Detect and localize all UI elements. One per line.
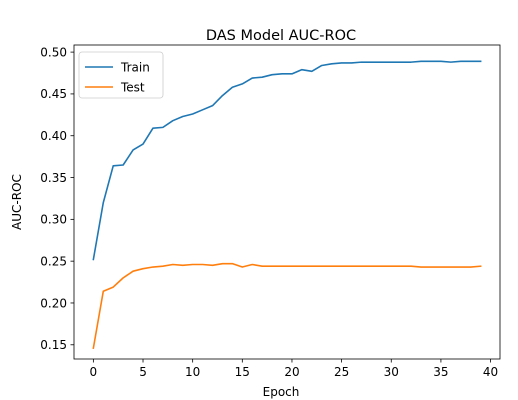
series-line-test bbox=[92, 262, 482, 350]
x-axis-label: Epoch bbox=[263, 385, 300, 399]
y-tick-label: 0.15 bbox=[40, 338, 67, 352]
y-tick-label: 0.50 bbox=[40, 45, 67, 59]
legend-label-train: Train bbox=[120, 60, 150, 74]
x-tick-label: 25 bbox=[334, 365, 349, 379]
y-tick-label: 0.30 bbox=[40, 213, 67, 227]
plot-frame bbox=[73, 44, 501, 360]
y-tick-label: 0.35 bbox=[40, 171, 67, 185]
x-tick-label: 35 bbox=[433, 365, 448, 379]
y-axis-label: AUC-ROC bbox=[10, 174, 24, 230]
y-tick-label: 0.40 bbox=[40, 129, 67, 143]
x-tick-label: 40 bbox=[483, 365, 498, 379]
legend-label-test: Test bbox=[120, 80, 145, 94]
chart-title: DAS Model AUC-ROC bbox=[206, 28, 356, 44]
x-tick-label: 5 bbox=[139, 365, 147, 379]
x-tick-label: 0 bbox=[90, 365, 98, 379]
y-tick-label: 0.25 bbox=[40, 254, 67, 268]
series-line-train bbox=[92, 60, 482, 261]
x-tick-label: 30 bbox=[384, 365, 399, 379]
y-tick-label: 0.20 bbox=[40, 296, 67, 310]
x-tick-label: 10 bbox=[185, 365, 200, 379]
x-tick-label: 15 bbox=[235, 365, 250, 379]
y-tick-label: 0.45 bbox=[40, 87, 67, 101]
x-tick-label: 20 bbox=[284, 365, 299, 379]
plot-area: 0 5 10 15 20 25 30 35 40 0.15 0.20 0.25 0.30 0.35 0.40… bbox=[40, 44, 501, 379]
